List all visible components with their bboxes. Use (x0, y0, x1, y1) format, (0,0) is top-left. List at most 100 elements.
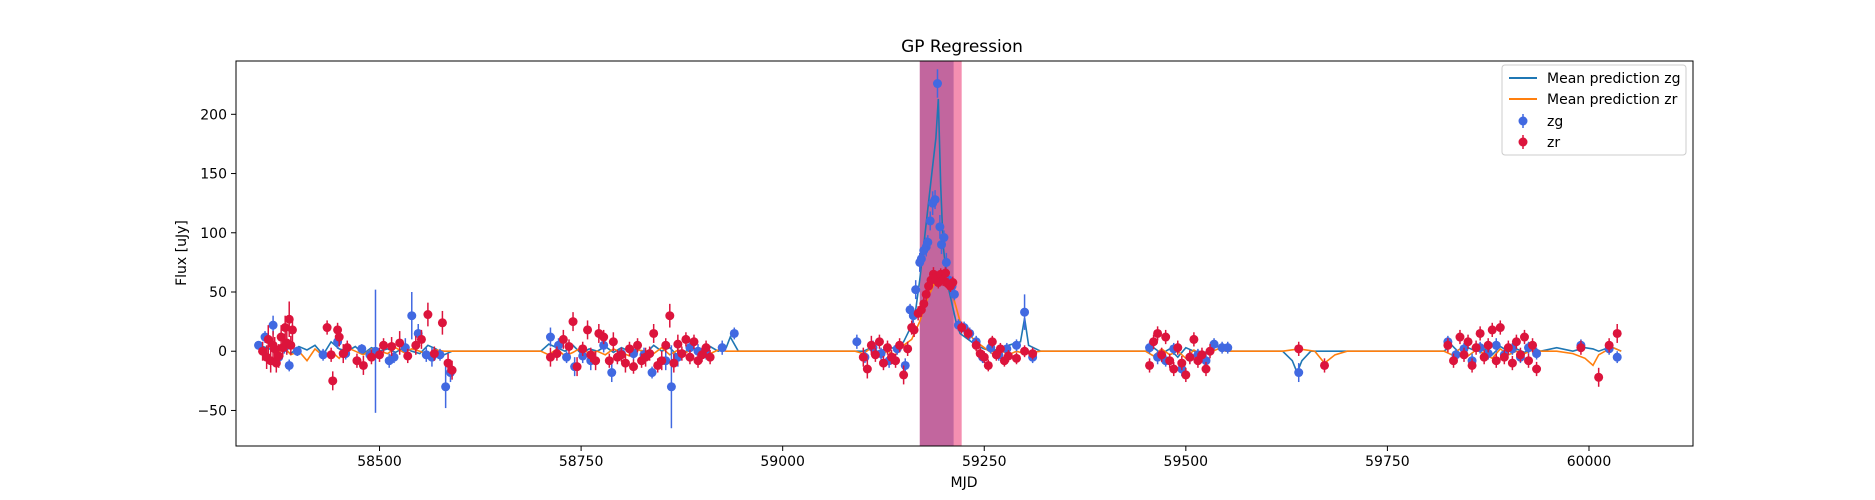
point-zr-36 (447, 360, 457, 380)
marker-zr-161 (1612, 328, 1622, 338)
point-zr-124 (1169, 361, 1179, 377)
point-zr-159 (1594, 367, 1604, 387)
marker-zr-64 (665, 311, 675, 321)
marker-zr-128 (1185, 352, 1195, 362)
marker-zr-91 (919, 299, 929, 309)
point-zr-15 (322, 320, 332, 335)
y-tick-label-3: 100 (200, 226, 227, 242)
point-zg-34 (647, 366, 657, 379)
marker-zr-153 (1515, 350, 1525, 360)
point-zr-75 (858, 347, 868, 367)
point-zg-43 (852, 334, 862, 349)
marker-zr-21 (342, 343, 352, 353)
marker-zr-7 (274, 351, 284, 361)
point-zr-38 (552, 346, 562, 361)
point-zr-158 (1576, 340, 1586, 355)
point-zr-23 (358, 355, 368, 375)
marker-zg-36 (666, 382, 676, 392)
point-zr-146 (1487, 322, 1497, 338)
point-zr-25 (375, 347, 385, 362)
point-zg-103 (1532, 347, 1542, 360)
point-zg-58 (925, 211, 935, 231)
x-axis-label: MJD (951, 475, 978, 491)
marker-zg-57 (923, 237, 933, 247)
marker-zr-39 (558, 334, 568, 344)
marker-zg-6 (292, 346, 302, 356)
marker-zr-40 (564, 341, 574, 351)
marker-zr-30 (411, 340, 421, 350)
legend-label-mean-zg: Mean prediction zg (1547, 71, 1681, 87)
marker-zr-132 (1201, 364, 1211, 374)
marker-zr-116 (1020, 346, 1030, 356)
point-zr-29 (403, 348, 413, 364)
point-zr-126 (1177, 355, 1187, 371)
marker-zr-142 (1471, 343, 1481, 353)
marker-zr-59 (645, 349, 655, 359)
y-tick-label-1: 0 (218, 344, 227, 360)
point-zr-91 (919, 296, 929, 311)
point-zr-105 (963, 327, 973, 340)
marker-zg-78 (1020, 307, 1030, 317)
point-zg-6 (292, 346, 302, 356)
marker-zr-127 (1181, 370, 1191, 380)
point-zr-59 (645, 346, 655, 361)
marker-zr-140 (1463, 337, 1473, 347)
point-zr-155 (1524, 353, 1534, 368)
point-zr-22 (352, 353, 362, 368)
marker-zr-14 (287, 325, 297, 335)
marker-zr-67 (677, 349, 687, 359)
y-tick-label-5: 200 (200, 107, 227, 123)
marker-zg-98 (1491, 340, 1501, 350)
point-zr-154 (1519, 329, 1529, 345)
marker-zr-38 (552, 349, 562, 359)
marker-zr-133 (1205, 346, 1215, 356)
marker-zr-152 (1511, 337, 1521, 347)
marker-zr-66 (673, 339, 683, 349)
point-zr-132 (1201, 361, 1211, 377)
marker-zr-19 (334, 332, 344, 342)
point-zr-127 (1181, 367, 1191, 383)
point-zr-160 (1604, 338, 1614, 353)
plot-frame (235, 60, 1694, 447)
marker-zr-135 (1320, 360, 1330, 370)
marker-zr-84 (895, 340, 905, 350)
marker-zg-88 (1209, 339, 1219, 349)
point-zr-79 (874, 334, 884, 349)
marker-zg-58 (925, 216, 935, 226)
marker-zr-10 (280, 323, 290, 333)
marker-zr-16 (326, 350, 336, 360)
point-zr-42 (572, 357, 582, 377)
marker-zr-63 (661, 340, 671, 350)
point-zr-115 (1012, 352, 1022, 365)
point-zg-77 (1012, 339, 1022, 352)
point-zr-134 (1294, 341, 1304, 356)
point-zr-151 (1507, 355, 1517, 371)
marker-zr-138 (1455, 332, 1465, 342)
marker-zr-160 (1604, 340, 1614, 350)
marker-zg-5 (284, 360, 294, 370)
marker-zr-75 (858, 352, 868, 362)
point-zg-42 (729, 327, 739, 340)
marker-zr-27 (387, 341, 397, 351)
marker-zg-10 (357, 344, 367, 354)
point-zr-84 (895, 338, 905, 353)
marker-zr-13 (286, 340, 296, 350)
point-zr-137 (1449, 353, 1459, 368)
point-zr-67 (677, 346, 687, 361)
x-tick-label-1: 58750 (559, 454, 604, 470)
marker-zr-129 (1189, 334, 1199, 344)
point-zr-120 (1153, 326, 1163, 341)
marker-zr-118 (1145, 360, 1155, 370)
point-zr-19 (334, 327, 344, 347)
point-zr-129 (1189, 332, 1199, 347)
point-zr-108 (979, 351, 989, 364)
point-zr-65 (669, 353, 679, 373)
marker-zg-106 (1612, 352, 1622, 362)
point-zr-143 (1475, 326, 1485, 341)
point-zr-116 (1020, 345, 1030, 358)
point-zg-57 (923, 235, 933, 250)
marker-zr-41 (568, 317, 578, 327)
point-zr-140 (1463, 334, 1473, 349)
marker-zr-119 (1149, 337, 1159, 347)
point-zr-83 (891, 353, 901, 368)
